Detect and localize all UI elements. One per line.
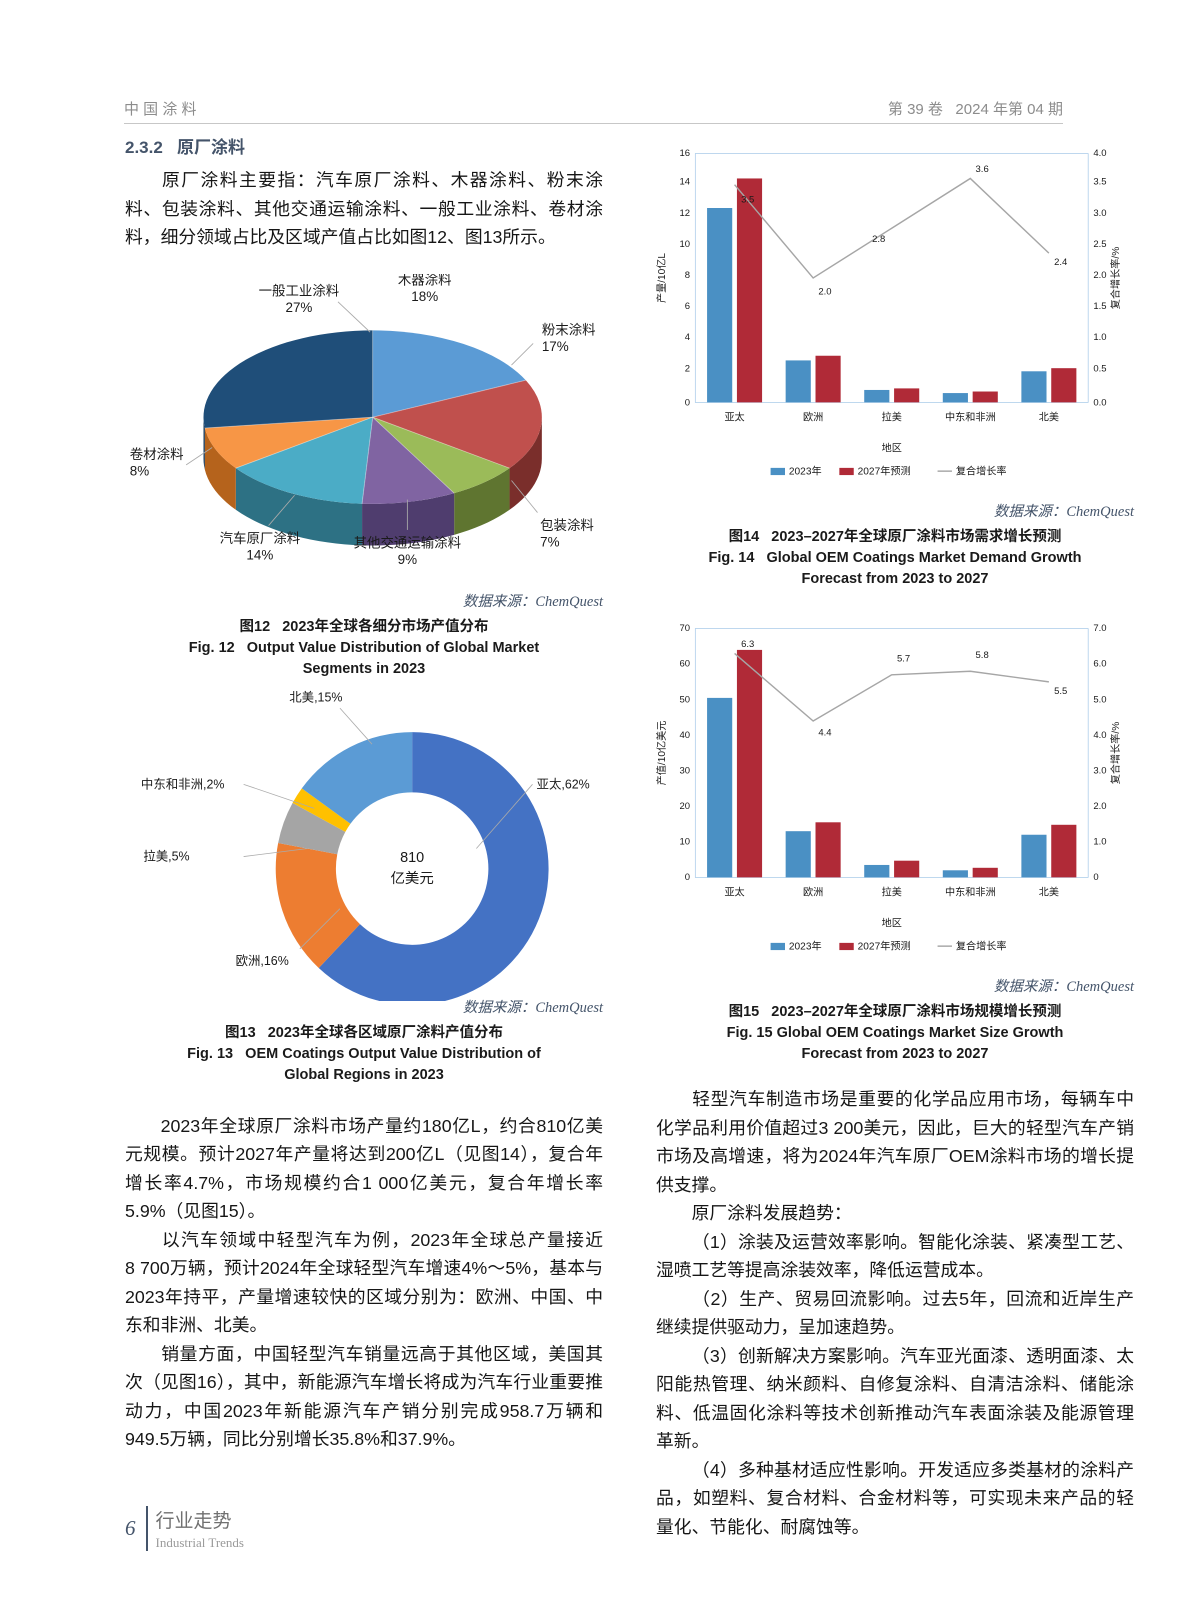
svg-text:60: 60	[679, 659, 690, 670]
svg-text:其他交通运输涂料: 其他交通运输涂料	[354, 534, 462, 550]
svg-text:8%: 8%	[130, 463, 149, 478]
svg-text:粉末涂料: 粉末涂料	[542, 322, 596, 337]
svg-text:北美: 北美	[1039, 886, 1059, 899]
svg-text:2.0: 2.0	[1093, 270, 1106, 281]
svg-text:复合增长率: 复合增长率	[956, 939, 1007, 952]
svg-text:2: 2	[685, 363, 690, 374]
svg-text:2027年预测: 2027年预测	[858, 464, 911, 477]
svg-text:18%: 18%	[411, 288, 438, 303]
svg-text:4.0: 4.0	[1093, 148, 1106, 159]
svg-text:4.4: 4.4	[818, 727, 831, 738]
svg-text:5.8: 5.8	[976, 650, 989, 661]
svg-text:50: 50	[679, 694, 690, 705]
svg-text:5.5: 5.5	[1054, 686, 1067, 697]
svg-text:欧洲: 欧洲	[803, 412, 823, 424]
svg-text:一般工业涂料: 一般工业涂料	[259, 283, 340, 298]
svg-text:亚太,62%: 亚太,62%	[537, 776, 590, 791]
svg-text:14%: 14%	[246, 547, 273, 562]
svg-text:7%: 7%	[540, 534, 559, 549]
svg-text:14: 14	[679, 177, 690, 188]
svg-text:2.0: 2.0	[818, 286, 831, 297]
svg-text:0: 0	[685, 872, 690, 883]
svg-text:地区: 地区	[882, 442, 902, 455]
svg-text:3.5: 3.5	[741, 195, 754, 206]
svg-text:6.0: 6.0	[1093, 659, 1106, 670]
svg-text:10: 10	[679, 836, 690, 847]
svg-text:木器涂料: 木器涂料	[398, 274, 452, 287]
svg-text:卷材涂料: 卷材涂料	[130, 446, 184, 461]
svg-text:20: 20	[679, 801, 690, 812]
svg-text:2.5: 2.5	[1093, 239, 1106, 250]
svg-text:欧洲,16%: 欧洲,16%	[236, 953, 289, 967]
svg-text:10: 10	[679, 239, 690, 250]
svg-text:17%: 17%	[542, 339, 569, 354]
svg-text:8: 8	[685, 270, 690, 281]
svg-text:中东和非洲,2%: 中东和非洲,2%	[141, 776, 225, 791]
svg-text:9%: 9%	[398, 551, 417, 566]
svg-text:1.0: 1.0	[1093, 836, 1106, 847]
svg-text:30: 30	[679, 765, 690, 776]
svg-text:2.4: 2.4	[1054, 257, 1067, 268]
svg-text:12: 12	[679, 208, 690, 219]
svg-text:北美,15%: 北美,15%	[289, 690, 342, 704]
svg-text:产值/10亿美元: 产值/10亿美元	[656, 721, 668, 786]
svg-text:2.8: 2.8	[872, 234, 885, 245]
svg-text:0.0: 0.0	[1093, 398, 1106, 409]
svg-text:3.6: 3.6	[976, 164, 989, 175]
svg-text:0: 0	[1093, 872, 1098, 883]
svg-text:欧洲: 欧洲	[803, 887, 823, 899]
svg-text:5.0: 5.0	[1093, 694, 1106, 705]
svg-text:1.5: 1.5	[1093, 301, 1106, 312]
svg-text:复合增长率/%: 复合增长率/%	[1109, 247, 1122, 309]
svg-text:0.5: 0.5	[1093, 363, 1106, 374]
svg-text:2023年: 2023年	[789, 464, 822, 477]
svg-text:7.0: 7.0	[1093, 623, 1106, 634]
svg-text:3.5: 3.5	[1093, 177, 1106, 188]
svg-text:0: 0	[685, 398, 690, 409]
svg-text:复合增长率/%: 复合增长率/%	[1109, 722, 1122, 784]
svg-text:拉美: 拉美	[882, 886, 902, 899]
svg-text:1.0: 1.0	[1093, 332, 1106, 343]
svg-text:4: 4	[685, 332, 690, 343]
svg-text:810: 810	[400, 850, 424, 866]
svg-text:16: 16	[679, 148, 690, 159]
svg-text:亿美元: 亿美元	[390, 870, 433, 887]
svg-text:汽车原厂涂料: 汽车原厂涂料	[220, 529, 301, 545]
svg-text:包装涂料: 包装涂料	[540, 517, 594, 532]
svg-text:3.0: 3.0	[1093, 765, 1106, 776]
svg-text:2023年: 2023年	[789, 939, 822, 952]
svg-text:亚太: 亚太	[724, 886, 744, 899]
svg-text:复合增长率: 复合增长率	[956, 464, 1007, 477]
svg-text:2027年预测: 2027年预测	[858, 939, 911, 952]
svg-text:5.7: 5.7	[897, 653, 910, 664]
svg-text:亚太: 亚太	[724, 411, 744, 424]
svg-text:中东和非洲: 中东和非洲	[945, 411, 996, 424]
svg-text:地区: 地区	[882, 917, 902, 930]
svg-text:北美: 北美	[1039, 411, 1059, 424]
svg-text:产量/10亿L: 产量/10亿L	[656, 253, 668, 303]
svg-text:6: 6	[685, 301, 690, 312]
svg-text:4.0: 4.0	[1093, 730, 1106, 741]
svg-text:中东和非洲: 中东和非洲	[945, 886, 996, 899]
svg-text:2.0: 2.0	[1093, 801, 1106, 812]
svg-text:27%: 27%	[285, 300, 312, 315]
svg-text:70: 70	[679, 623, 690, 634]
svg-text:6.3: 6.3	[741, 639, 754, 650]
svg-text:40: 40	[679, 730, 690, 741]
svg-text:拉美: 拉美	[882, 411, 902, 424]
svg-text:拉美,5%: 拉美,5%	[143, 848, 189, 863]
svg-text:3.0: 3.0	[1093, 208, 1106, 219]
